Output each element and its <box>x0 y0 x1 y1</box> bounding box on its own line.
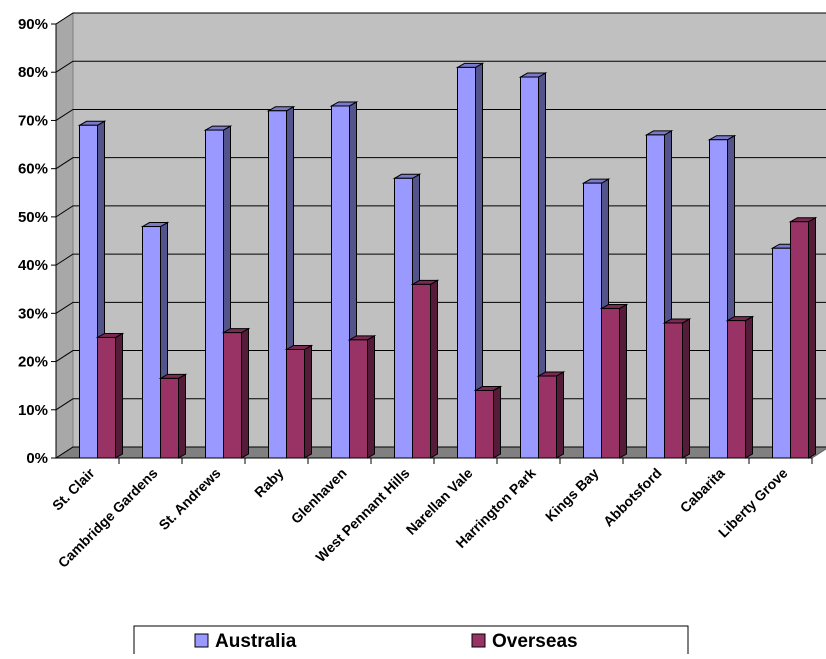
bar-front <box>142 226 161 459</box>
bar-overseas-9 <box>662 318 692 459</box>
x-category-label: St. Clair <box>49 464 98 513</box>
bar-side <box>745 315 753 459</box>
bar-side <box>493 385 501 459</box>
y-tick-label: 60% <box>18 161 48 178</box>
bar-side <box>367 334 375 459</box>
y-tick-label: 40% <box>18 257 48 274</box>
bar-side <box>115 332 123 459</box>
bar-front <box>475 389 494 459</box>
bar-front <box>538 375 557 459</box>
bar-overseas-10 <box>725 315 755 459</box>
bar-overseas-3 <box>284 344 314 459</box>
y-tick-label: 50% <box>18 209 48 226</box>
y-tick-label: 90% <box>18 16 48 33</box>
legend-label-overseas: Overseas <box>492 631 578 652</box>
x-category-label: Raby <box>251 465 287 501</box>
bar-front <box>646 134 665 459</box>
legend: Australia Overseas <box>133 625 689 659</box>
bar-side <box>241 327 249 459</box>
bar-overseas-8 <box>599 303 629 459</box>
bar-side <box>808 216 816 459</box>
x-category-label: St. Andrews <box>155 465 223 533</box>
bar-overseas-6 <box>473 385 503 459</box>
gridlines <box>55 12 826 459</box>
axes <box>55 24 813 464</box>
gridline <box>55 253 826 266</box>
y-axis-ticks: 0% 10% 20% 30% 40% 50% 60% 70% 80% 90% <box>18 16 56 467</box>
bar-front <box>709 139 728 459</box>
x-category-label: Cabarita <box>677 465 728 516</box>
bar-front <box>727 320 746 459</box>
legend-swatch-australia <box>194 633 209 648</box>
bar-front <box>583 182 602 459</box>
bar-front <box>223 332 242 459</box>
y-tick-label: 70% <box>18 112 48 129</box>
bar-overseas-0 <box>95 332 125 459</box>
gridline <box>55 205 826 218</box>
y-tick-label: 80% <box>18 64 48 81</box>
bar-overseas-2 <box>221 327 251 459</box>
bar-front <box>601 308 620 459</box>
bar-side <box>178 373 186 459</box>
bar-side <box>682 318 690 459</box>
bar-front <box>160 377 179 459</box>
bar-front <box>457 66 476 459</box>
gridline <box>55 108 826 121</box>
bar-front <box>394 177 413 459</box>
gridline <box>55 12 826 25</box>
bar-front <box>664 322 683 459</box>
legend-label-australia: Australia <box>215 631 297 652</box>
x-category-label: Glenhaven <box>288 465 350 527</box>
bar-side <box>304 344 312 459</box>
y-tick-label: 30% <box>18 305 48 322</box>
bar-side <box>556 371 564 459</box>
bar-front <box>79 124 98 459</box>
x-category-label: Kings Bay <box>542 465 602 525</box>
legend-swatch-overseas <box>471 633 486 648</box>
bar-front <box>790 221 809 459</box>
bar-front <box>286 349 305 459</box>
gridline <box>55 60 826 73</box>
bar-front <box>349 339 368 459</box>
bars <box>77 62 818 459</box>
bar-overseas-4 <box>347 334 377 459</box>
bar-front <box>97 336 116 459</box>
x-category-label: Abbotsford <box>600 465 665 530</box>
bar-front <box>268 110 287 459</box>
bar-front <box>331 105 350 459</box>
y-tick-label: 0% <box>26 450 48 467</box>
y-tick-label: 20% <box>18 354 48 371</box>
bar-front <box>520 76 539 459</box>
gridline <box>55 350 826 362</box>
bar-front <box>772 247 791 459</box>
side-wall <box>55 12 74 459</box>
bar-australia-6 <box>455 62 485 459</box>
gridline <box>55 446 826 459</box>
bar-front <box>205 129 224 459</box>
bar-overseas-5 <box>410 279 440 459</box>
bar-overseas-1 <box>158 373 188 459</box>
bar-australia-7 <box>518 72 548 459</box>
y-tick-label: 10% <box>18 402 48 419</box>
bar-side <box>430 279 438 459</box>
bar-overseas-7 <box>536 371 566 459</box>
bar-overseas-11 <box>788 216 818 459</box>
gridline <box>55 398 826 411</box>
bar-front <box>412 283 431 459</box>
bar-side <box>619 303 627 459</box>
gridline <box>55 157 826 170</box>
gridline <box>55 301 826 314</box>
